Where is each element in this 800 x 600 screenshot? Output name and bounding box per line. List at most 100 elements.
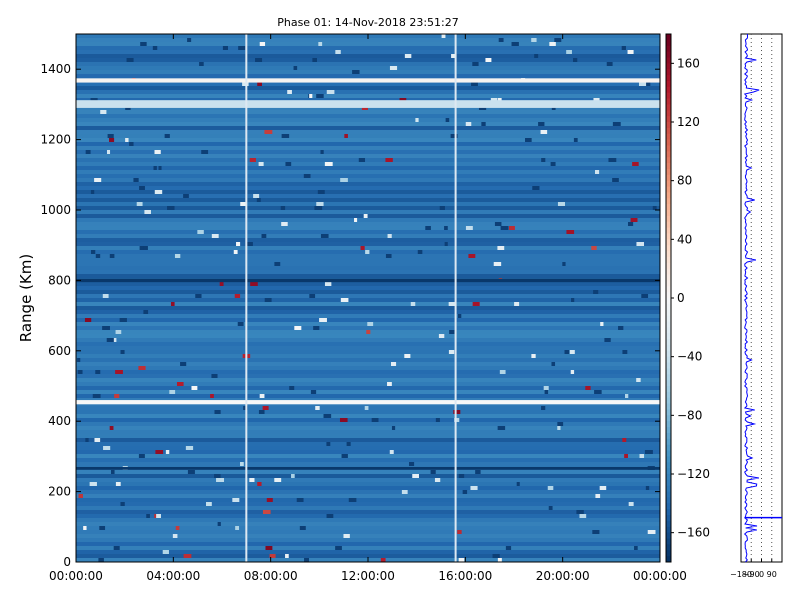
heatmap-row xyxy=(76,150,660,154)
heatmap-cell xyxy=(313,326,320,330)
heatmap-cell xyxy=(85,438,89,442)
colorbar-segment xyxy=(666,268,671,276)
heatmap-cell xyxy=(294,326,302,330)
heatmap-row xyxy=(76,206,660,210)
colorbar-segment xyxy=(666,450,671,457)
colorbar-segment xyxy=(666,280,671,287)
heatmap-row xyxy=(76,442,660,446)
heatmap-cell xyxy=(639,454,645,458)
colorbar-segment xyxy=(666,515,671,522)
y-tick-label: 600 xyxy=(48,344,71,358)
side-phase-panel[interactable] xyxy=(740,33,783,563)
heatmap-cell xyxy=(543,386,549,390)
heatmap-cell xyxy=(299,526,306,530)
heatmap-plot-area[interactable] xyxy=(76,34,660,562)
colorbar-segment xyxy=(666,432,671,440)
colorbar-segment xyxy=(666,204,671,211)
heatmap-cell xyxy=(566,230,575,234)
heatmap-row xyxy=(76,382,660,386)
heatmap-cell xyxy=(470,486,478,490)
heatmap-cell xyxy=(115,370,123,374)
colorbar-segment xyxy=(666,321,671,328)
colorbar-segment xyxy=(666,526,671,534)
heatmap-row xyxy=(76,482,660,486)
heatmap-cell xyxy=(261,234,267,238)
heatmap-row xyxy=(76,554,660,558)
heatmap-cell xyxy=(256,198,261,202)
heatmap-cell xyxy=(525,138,532,142)
heatmap-cell xyxy=(497,558,502,562)
colorbar-segment xyxy=(666,180,671,188)
heatmap-row xyxy=(76,426,660,430)
heatmap-row xyxy=(76,158,660,162)
heatmap-cell xyxy=(235,526,240,530)
heatmap-row xyxy=(76,526,660,530)
heatmap-row xyxy=(76,186,660,190)
heatmap-cell xyxy=(538,122,545,126)
heatmap-row xyxy=(76,546,660,550)
heatmap-cell xyxy=(457,314,462,318)
heatmap-cell xyxy=(417,250,423,254)
heatmap-cell xyxy=(304,558,310,562)
heatmap-cell xyxy=(314,206,323,210)
heatmap-cell xyxy=(652,206,657,210)
x-axis-ticks: 00:00:00 04:00:00 08:00:00 12:00:00 16:00:00… xyxy=(49,34,687,583)
heatmap-row xyxy=(76,230,660,234)
heatmap-row xyxy=(76,290,660,294)
heatmap-cell xyxy=(133,178,139,182)
heatmap-cell xyxy=(138,454,145,458)
heatmap-cell xyxy=(340,298,349,302)
heatmap-cell xyxy=(404,354,411,358)
heatmap-cell xyxy=(511,42,519,46)
heatmap-row xyxy=(76,494,660,498)
heatmap-row xyxy=(76,234,660,238)
heatmap-cell xyxy=(391,362,397,366)
y-tick-label: 1200 xyxy=(40,133,71,147)
heatmap-cell xyxy=(269,554,276,558)
heatmap-cell xyxy=(240,462,244,466)
colorbar-segment xyxy=(666,63,671,70)
heatmap-cell xyxy=(430,470,436,474)
heatmap-cell xyxy=(438,334,445,338)
heatmap-cell xyxy=(106,150,111,154)
colorbar-segment xyxy=(666,479,671,487)
heatmap-cell xyxy=(497,426,506,430)
heatmap-cell xyxy=(627,50,634,54)
heatmap-band xyxy=(76,100,660,108)
heatmap-cell xyxy=(191,386,198,390)
heatmap-cell xyxy=(547,486,554,490)
heatmap-cell xyxy=(399,98,407,102)
heatmap-cell xyxy=(490,98,498,102)
heatmap-band xyxy=(76,78,660,83)
heatmap-row xyxy=(76,118,660,122)
heatmap-cell xyxy=(216,478,225,482)
heatmap-cell xyxy=(367,322,374,326)
heatmap-cell xyxy=(114,394,120,398)
heatmap-row xyxy=(76,54,660,58)
heatmap-cell xyxy=(572,58,578,62)
heatmap-row xyxy=(76,334,660,338)
heatmap-cell xyxy=(497,98,502,102)
heatmap-cell xyxy=(154,150,161,154)
heatmap-cell xyxy=(365,250,370,254)
colorbar-tick-label: 40 xyxy=(677,232,692,246)
heatmap-cell xyxy=(612,122,621,126)
heatmap-cell xyxy=(412,474,419,478)
heatmap-row xyxy=(76,114,660,118)
colorbar-segment xyxy=(666,497,671,504)
heatmap-cell xyxy=(465,122,472,126)
heatmap-row xyxy=(76,366,660,370)
colorbar-tick-label: 0 xyxy=(677,291,685,305)
heatmap-cell xyxy=(90,98,98,102)
heatmap-cell xyxy=(645,486,650,490)
x-tick-label: 12:00:00 xyxy=(341,569,395,583)
heatmap-cell xyxy=(415,118,419,122)
heatmap-cell xyxy=(138,366,146,370)
heatmap-cell xyxy=(210,394,214,398)
heatmap-cell xyxy=(183,554,192,558)
heatmap-cell xyxy=(385,158,393,162)
colorbar-segment xyxy=(666,456,671,463)
heatmap-row xyxy=(76,438,660,442)
heatmap-row xyxy=(76,522,660,526)
colorbar-segment xyxy=(666,45,671,53)
